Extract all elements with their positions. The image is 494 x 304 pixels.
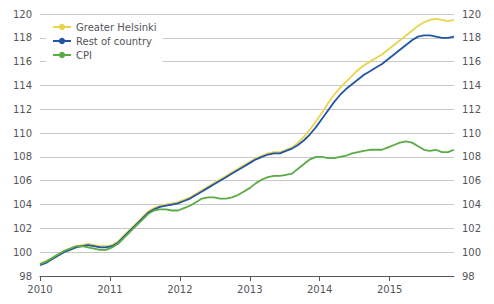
svg-text:120: 120: [462, 9, 481, 20]
svg-text:102: 102: [13, 223, 32, 234]
svg-text:2011: 2011: [97, 284, 122, 295]
svg-text:102: 102: [462, 223, 481, 234]
svg-text:2015: 2015: [377, 284, 402, 295]
svg-text:114: 114: [462, 80, 481, 91]
svg-text:100: 100: [462, 247, 481, 258]
svg-text:Greater Helsinki: Greater Helsinki: [76, 22, 157, 33]
svg-text:2013: 2013: [237, 284, 262, 295]
svg-text:120: 120: [13, 9, 32, 20]
svg-text:118: 118: [13, 32, 32, 43]
svg-text:104: 104: [462, 199, 481, 210]
svg-text:2010: 2010: [27, 284, 52, 295]
svg-text:104: 104: [13, 199, 32, 210]
svg-text:114: 114: [13, 80, 32, 91]
svg-text:CPI: CPI: [76, 50, 92, 61]
svg-text:112: 112: [13, 104, 32, 115]
svg-text:116: 116: [13, 56, 32, 67]
svg-text:110: 110: [462, 128, 481, 139]
svg-text:Rest of country: Rest of country: [76, 36, 152, 47]
svg-text:108: 108: [13, 151, 32, 162]
svg-text:106: 106: [462, 175, 481, 186]
svg-text:116: 116: [462, 56, 481, 67]
svg-text:106: 106: [13, 175, 32, 186]
svg-text:98: 98: [462, 271, 475, 282]
svg-text:98: 98: [19, 271, 32, 282]
svg-text:2014: 2014: [307, 284, 332, 295]
svg-text:108: 108: [462, 151, 481, 162]
svg-text:100: 100: [13, 247, 32, 258]
svg-text:110: 110: [13, 128, 32, 139]
svg-text:118: 118: [462, 32, 481, 43]
svg-text:112: 112: [462, 104, 481, 115]
svg-text:2012: 2012: [167, 284, 192, 295]
